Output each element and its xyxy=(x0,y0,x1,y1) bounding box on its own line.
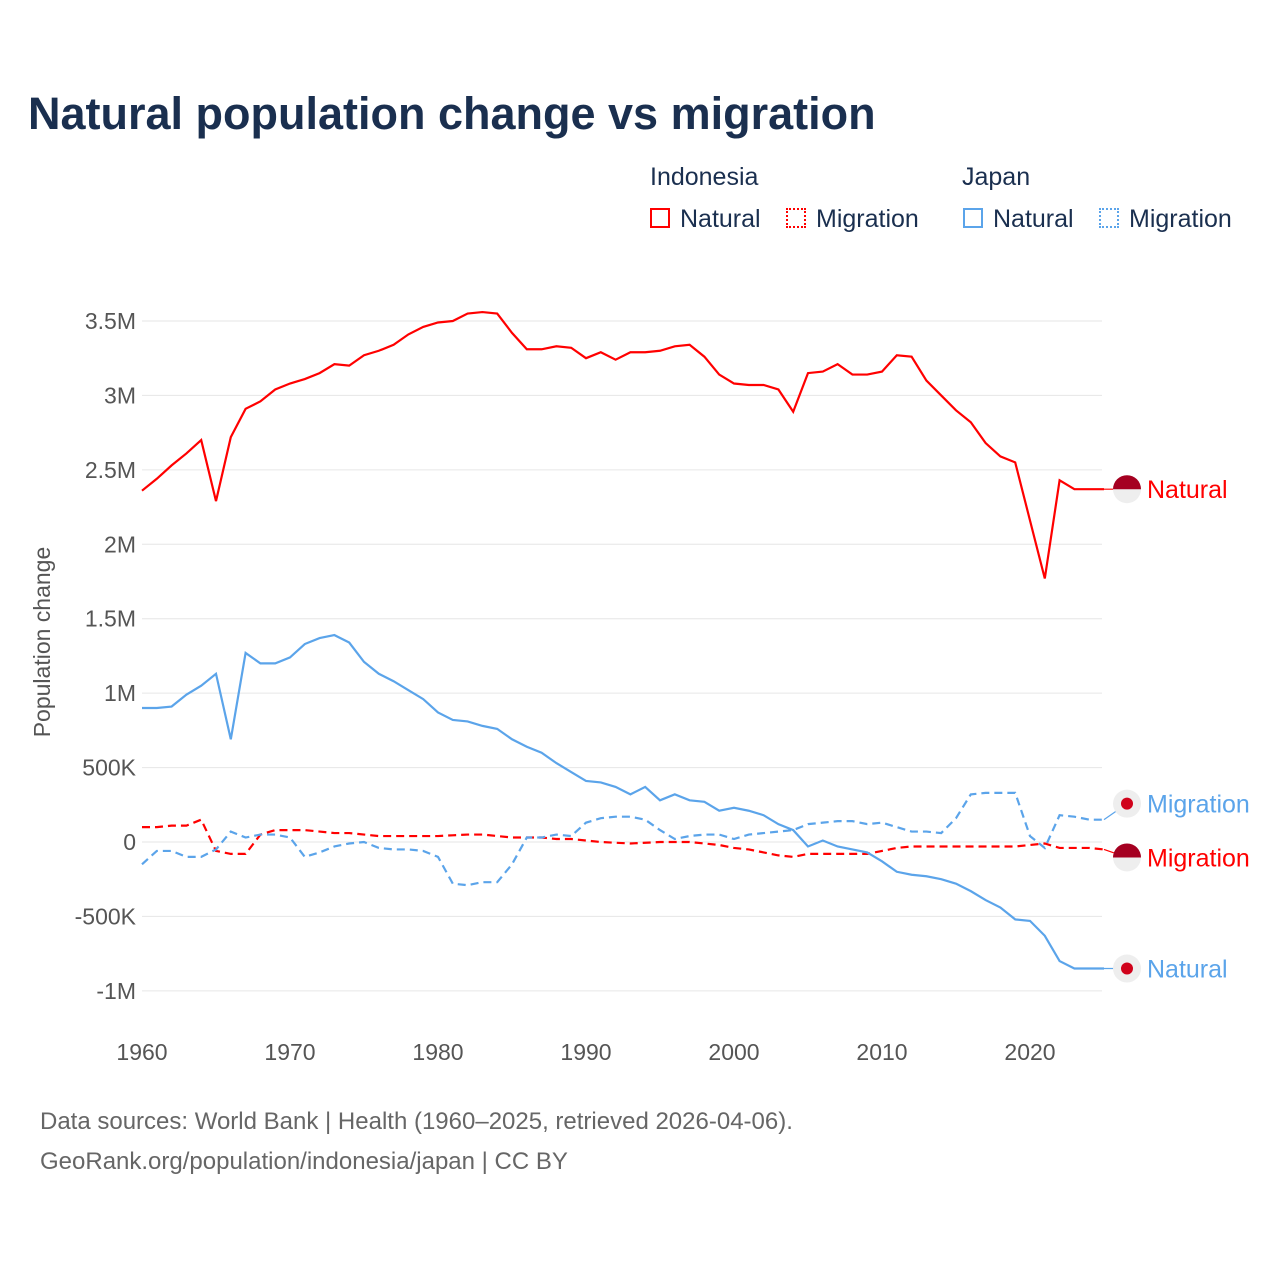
y-tick-label: 500K xyxy=(82,755,136,781)
y-tick-label: 2.5M xyxy=(85,457,136,483)
y-tick-label: 3.5M xyxy=(85,308,136,334)
end-label-indonesia-natural: Natural xyxy=(1147,476,1228,504)
y-tick-label: -500K xyxy=(75,903,137,929)
series-line-japan-natural xyxy=(142,633,1104,970)
x-tick-label: 1990 xyxy=(560,1039,611,1065)
x-tick-label: 1980 xyxy=(412,1039,463,1065)
x-tick-label: 1960 xyxy=(116,1039,167,1065)
legend-label-indonesia-migration[interactable]: Migration xyxy=(816,205,919,233)
x-tick-label: 2020 xyxy=(1004,1039,1055,1065)
x-tick-label: 2010 xyxy=(856,1039,907,1065)
legend-swatch-indonesia-migration xyxy=(786,208,806,228)
indonesia-flag-icon xyxy=(1113,475,1141,490)
japan-flag-icon xyxy=(1121,797,1133,810)
end-label-indonesia-migration: Migration xyxy=(1147,844,1250,872)
y-tick-label: 2M xyxy=(104,531,136,557)
y-tick-label: 0 xyxy=(123,829,136,855)
y-axis-label: Population change xyxy=(29,547,55,738)
y-tick-label: 1.5M xyxy=(85,606,136,632)
x-tick-label: 2000 xyxy=(708,1039,759,1065)
series-line-indonesia-natural xyxy=(141,310,1104,579)
legend-swatch-japan-migration xyxy=(1099,208,1119,228)
legend-label-indonesia-natural[interactable]: Natural xyxy=(680,205,761,233)
indonesia-flag-icon xyxy=(1113,843,1141,858)
x-tick-label: 1970 xyxy=(264,1039,315,1065)
y-tick-label: 3M xyxy=(104,382,136,408)
footer-credit[interactable]: GeoRank.org/population/indonesia/japan |… xyxy=(40,1148,568,1175)
chart-title: Natural population change vs migration xyxy=(28,88,876,139)
legend-label-japan-migration[interactable]: Migration xyxy=(1129,205,1232,233)
legend-group-indonesia: Indonesia xyxy=(650,163,759,191)
legend-group-japan: Japan xyxy=(962,163,1031,191)
end-label-japan-migration: Migration xyxy=(1147,791,1250,819)
legend-label-japan-natural[interactable]: Natural xyxy=(993,205,1074,233)
legend-swatch-japan-natural xyxy=(963,208,983,228)
y-tick-label: -1M xyxy=(96,978,136,1004)
series-line-japan-migration xyxy=(141,791,1104,887)
end-label-japan-natural: Natural xyxy=(1147,956,1228,984)
legend-swatch-indonesia-natural xyxy=(650,208,670,228)
japan-flag-icon xyxy=(1121,962,1133,975)
y-tick-label: 1M xyxy=(104,680,136,706)
footer-source: Data sources: World Bank | Health (1960–… xyxy=(40,1108,793,1135)
series-line-indonesia-migration xyxy=(142,818,1105,858)
